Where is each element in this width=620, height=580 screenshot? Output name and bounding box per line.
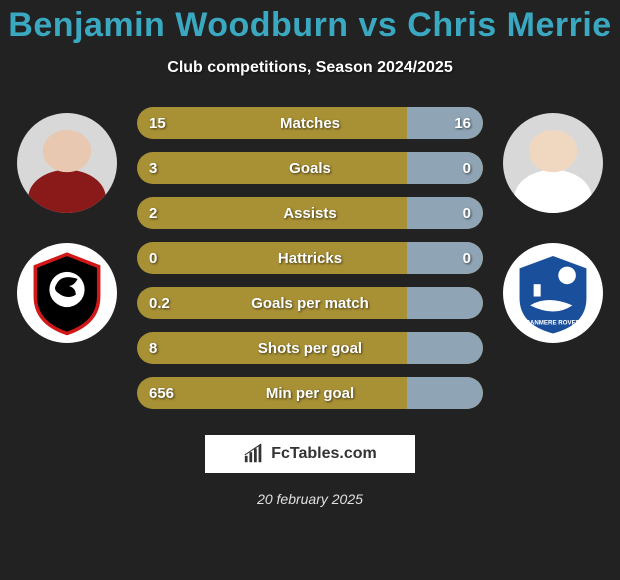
stat-label: Goals: [137, 160, 483, 177]
svg-text:TRANMERE ROVERS: TRANMERE ROVERS: [522, 320, 585, 327]
stat-row: 15Matches16: [137, 107, 483, 139]
page-title: Benjamin Woodburn vs Chris Merrie: [0, 0, 620, 45]
stat-bars: 15Matches16 3Goals0 2Assists0 0Hattricks0 0.…: [137, 107, 483, 409]
stat-row: 0Hattricks0: [137, 242, 483, 274]
comparison-panel: 15Matches16 3Goals0 2Assists0 0Hattricks0 0.…: [0, 107, 620, 409]
stat-row: 3Goals0: [137, 152, 483, 184]
subtitle: Club competitions, Season 2024/2025: [0, 59, 620, 77]
bars-chart-icon: [243, 443, 265, 465]
player-left-avatar: [17, 113, 117, 213]
stat-row: 0.2Goals per match: [137, 287, 483, 319]
stat-row: 8Shots per goal: [137, 332, 483, 364]
stat-row: 656Min per goal: [137, 377, 483, 409]
stat-label: Min per goal: [137, 385, 483, 402]
stat-label: Hattricks: [137, 250, 483, 267]
shield-crest-icon: TRANMERE ROVERS: [509, 249, 597, 337]
avatar-placeholder-icon: [17, 113, 117, 213]
stat-label: Assists: [137, 205, 483, 222]
brand-text: FcTables.com: [271, 445, 377, 463]
stat-label: Matches: [137, 115, 483, 132]
club-left-badge: [17, 243, 117, 343]
player-right-avatar: [503, 113, 603, 213]
stat-label: Shots per goal: [137, 340, 483, 357]
date-text: 20 february 2025: [0, 491, 620, 507]
club-right-badge: TRANMERE ROVERS: [503, 243, 603, 343]
avatar-placeholder-icon: [503, 113, 603, 213]
stat-row: 2Assists0: [137, 197, 483, 229]
brand-badge: FcTables.com: [205, 435, 415, 473]
stat-label: Goals per match: [137, 295, 483, 312]
left-column: [17, 107, 117, 343]
right-column: TRANMERE ROVERS: [503, 107, 603, 343]
shield-lion-icon: [23, 249, 111, 337]
